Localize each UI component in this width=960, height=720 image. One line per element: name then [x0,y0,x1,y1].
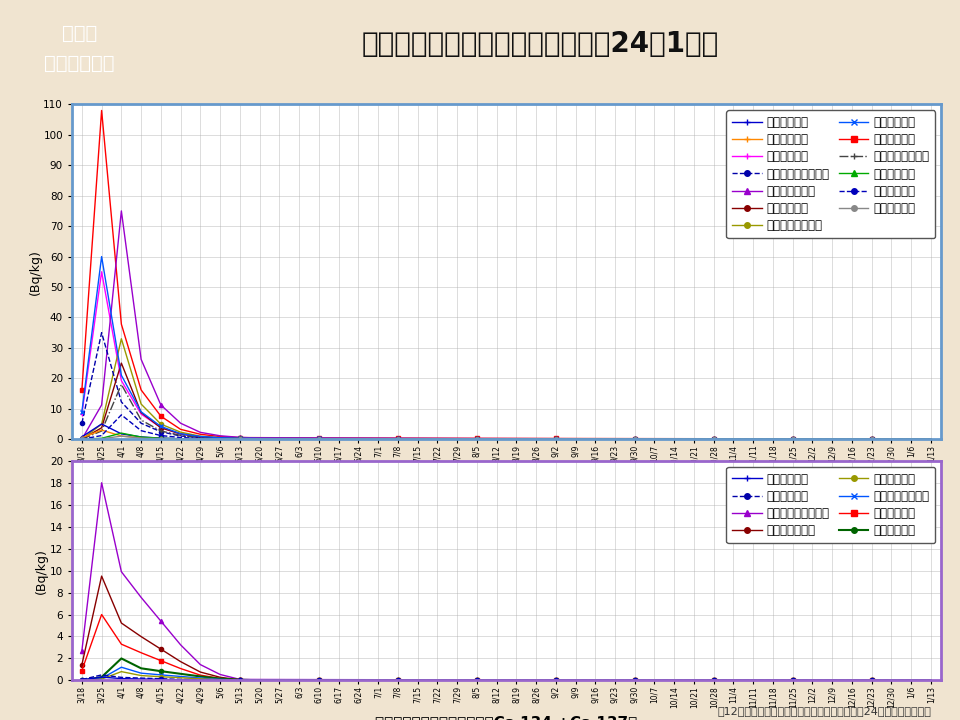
Y-axis label: (Bq/kg): (Bq/kg) [36,548,48,593]
Text: 水道水モニタリング結果（～平成24年1月）: 水道水モニタリング結果（～平成24年1月） [362,30,719,58]
Text: 上水の: 上水の [61,24,97,43]
Legend: 岩手県盛岡市, 山形県山形市, 茨城県ひたちなか市, 栃木県宇都宮市, 群馬県前橋市, 埼玉県さいたま市, 千葉県市原市, 東京都新宿区: 岩手県盛岡市, 山形県山形市, 茨城県ひたちなか市, 栃木県宇都宮市, 群馬県前… [726,467,935,543]
X-axis label: 水道水中の放射性ヨウ素（I-131）: 水道水中の放射性ヨウ素（I-131） [425,474,588,489]
Text: モニタリング: モニタリング [44,54,114,73]
Text: 第12回厚生科学審議会生活環境水道部会（平成24年３月）より作成: 第12回厚生科学審議会生活環境水道部会（平成24年３月）より作成 [717,706,931,716]
X-axis label: 水道水中の放射性セシウム（Cs-134 +Cs-137）: 水道水中の放射性セシウム（Cs-134 +Cs-137） [375,715,637,720]
Legend: 岩手県盛岡市, 秋田県秋田市, 山形県山形市, 茨城県ひたちなか市, 栃木県宇都宮市, 群馬県前橋市, 埼玉県さいたま市, 千葉県市原市, 東京都新宿区, 神奈: 岩手県盛岡市, 秋田県秋田市, 山形県山形市, 茨城県ひたちなか市, 栃木県宇都… [726,110,935,238]
Y-axis label: (Bq/kg): (Bq/kg) [29,249,42,294]
